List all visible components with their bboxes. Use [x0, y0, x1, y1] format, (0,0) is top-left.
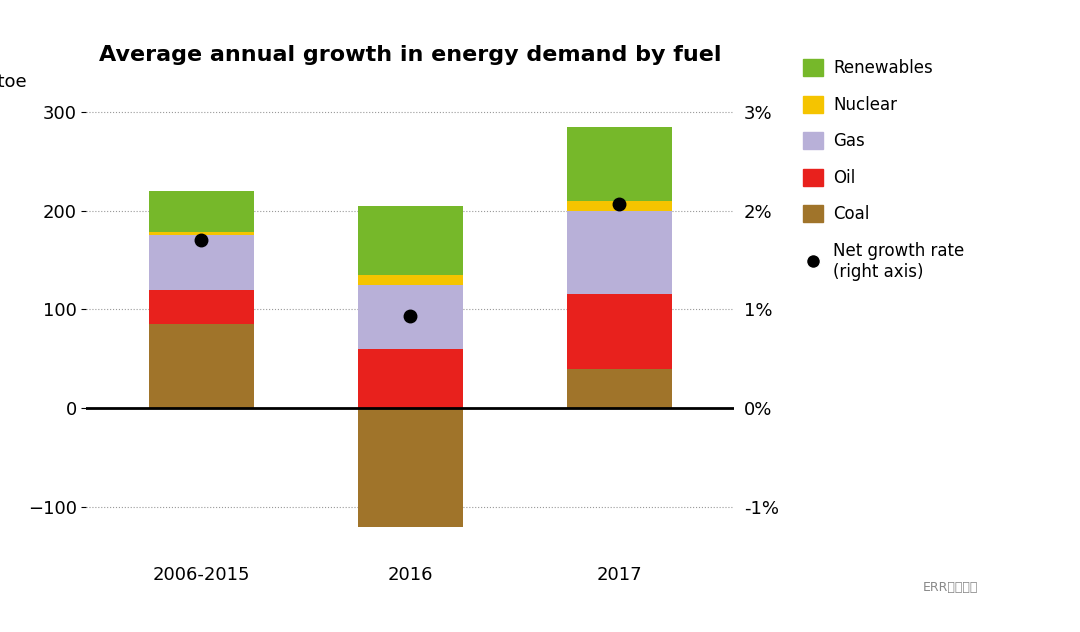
Bar — [359, 205, 462, 275]
Bar — [359, 284, 462, 349]
Bar — [359, 275, 462, 284]
Bar — [149, 191, 254, 233]
Bar — [567, 295, 672, 368]
Bar — [567, 201, 672, 210]
Bar — [149, 324, 254, 408]
Bar — [149, 289, 254, 324]
Bar — [567, 368, 672, 408]
Title: Average annual growth in energy demand by fuel: Average annual growth in energy demand b… — [99, 46, 721, 65]
Bar — [567, 210, 672, 295]
Bar — [149, 233, 254, 235]
Text: ERR能研微讯: ERR能研微讯 — [922, 581, 978, 594]
Legend: Renewables, Nuclear, Gas, Oil, Coal, Net growth rate
(right axis): Renewables, Nuclear, Gas, Oil, Coal, Net… — [797, 52, 971, 287]
Bar — [359, 408, 462, 526]
Bar — [149, 235, 254, 289]
Text: Mtoe: Mtoe — [0, 73, 27, 90]
Bar — [359, 349, 462, 408]
Bar — [567, 126, 672, 201]
